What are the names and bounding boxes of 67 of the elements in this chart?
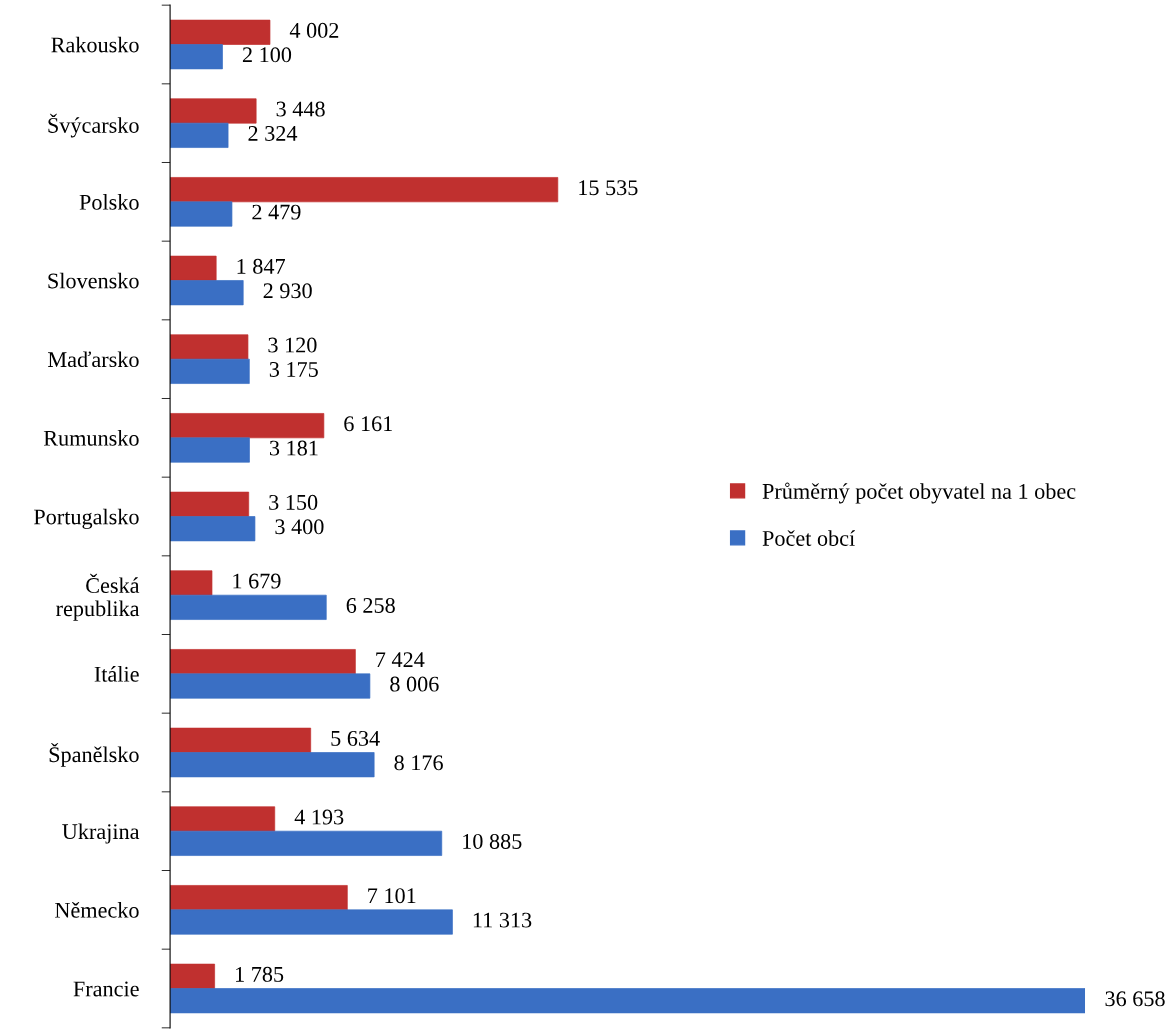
data-label: 11 313 [473,912,532,928]
bar [170,255,217,281]
y-tick-label: Francie [73,981,139,997]
y-tick-label: Ukrajina [62,823,140,844]
y-tick-label: Česká republika [56,573,140,621]
y-tick-label: Španělsko [49,742,139,767]
data-label: 2 479 [252,204,301,220]
data-label: 4 002 [289,22,339,38]
y-tick-label: Rakousko [51,36,139,53]
bar [170,830,443,856]
bar [170,963,215,989]
data-label: 6 161 [344,416,392,432]
bar [170,516,256,542]
data-label: 10 885 [463,833,522,849]
data-label: 1 679 [233,573,281,589]
bar [170,806,276,832]
y-tick-label: Portugalsko [33,508,139,530]
bar [170,44,223,70]
bar [170,334,249,360]
bar [170,19,271,45]
data-label: 3 150 [269,494,318,510]
bar [170,594,327,620]
bar [170,988,1086,1014]
bar [170,752,375,778]
bar [170,909,453,935]
data-label: 7 101 [368,888,416,904]
data-label: 3 175 [269,361,318,377]
y-tick-label: Německo [55,902,139,918]
data-label: 8 176 [394,755,443,771]
bar [170,358,250,384]
data-label: 2 324 [248,125,298,141]
bar [170,413,325,439]
data-label: 1 785 [236,966,284,982]
legend-label: Průměrný počet obyvatel na 1 obec [762,482,1076,504]
data-label: 8 006 [390,676,439,692]
bar [170,727,312,753]
bar [170,437,250,463]
bar [170,673,371,699]
data-label: 3 120 [268,337,317,353]
bar [170,122,229,148]
data-label: 2 100 [242,47,292,63]
bar [170,885,348,911]
y-tick-label: Slovensko [48,272,139,289]
bar [170,98,257,124]
bar [170,649,356,675]
y-tick-label: Švýcarsko [48,113,139,138]
legend-label: Počet obcí [762,530,855,546]
bar [170,280,244,306]
data-label: 5 634 [331,730,380,746]
data-label: 4 193 [294,809,344,825]
data-label: 3 400 [275,519,324,535]
data-label: 15 535 [579,180,638,196]
data-label: 1 847 [237,258,285,274]
data-label: 2 930 [263,283,312,299]
y-tick-label: Itálie [94,666,139,682]
data-label: 6 258 [346,597,395,613]
y-tick-label: Polsko [79,194,139,210]
bar [170,491,250,517]
y-tick-label: Rumunsko [43,430,139,446]
y-tick-label: Maďarsko [48,351,139,368]
data-label: 3 448 [276,101,325,117]
data-label: 7 424 [376,652,425,667]
data-label: 36 658 [1105,991,1165,1007]
bar [170,201,233,227]
bar [170,177,559,203]
bar [170,570,213,596]
data-label: 3 181 [269,440,318,456]
